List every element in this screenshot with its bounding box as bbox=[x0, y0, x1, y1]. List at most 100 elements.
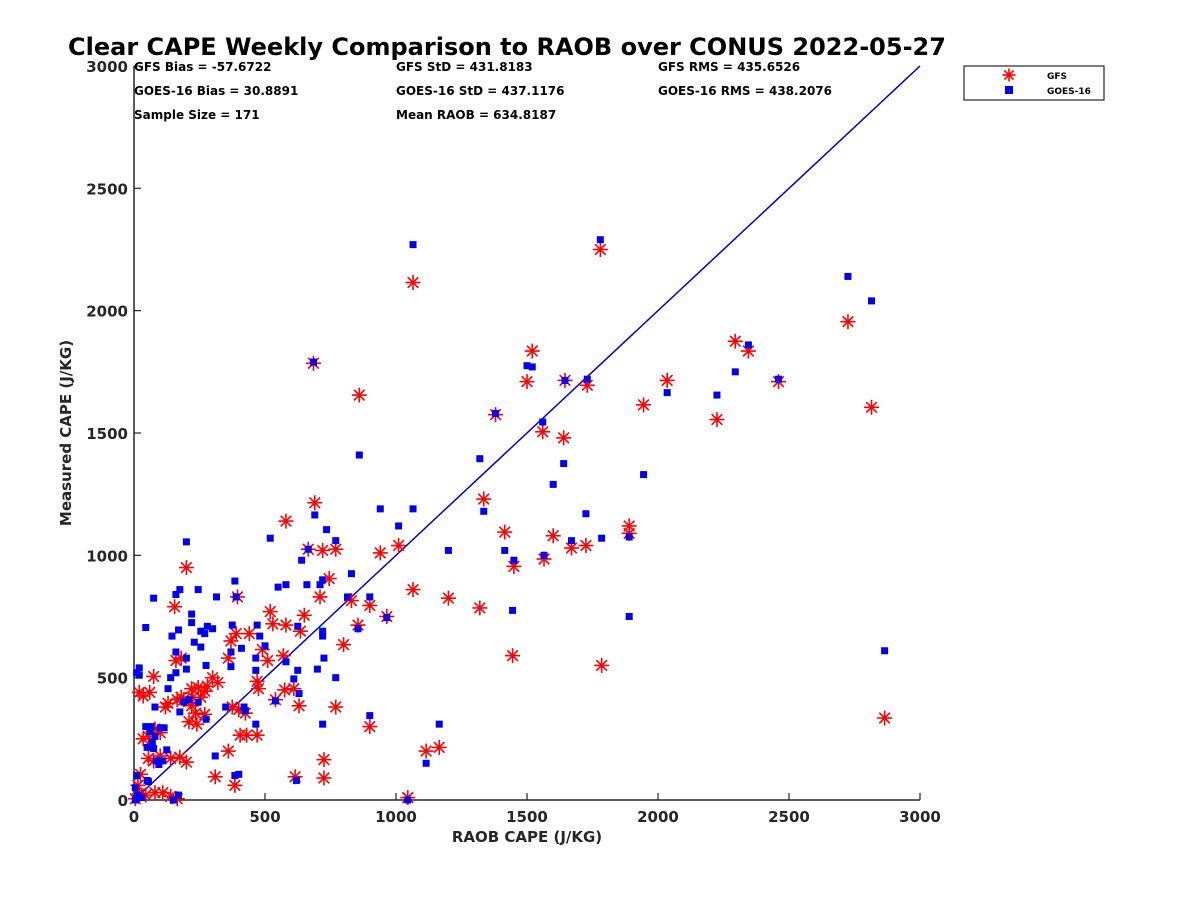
stat-gfs-rms: GFS RMS = 435.6526 bbox=[658, 60, 800, 74]
gfs-point bbox=[291, 698, 307, 714]
goes-point bbox=[190, 638, 198, 646]
goes-point bbox=[185, 696, 193, 704]
gfs-point bbox=[135, 731, 151, 747]
goes-point bbox=[625, 533, 633, 541]
y-tick-label: 0 bbox=[118, 792, 128, 810]
goes-point bbox=[253, 621, 261, 629]
goes-point bbox=[180, 698, 188, 706]
gfs-point bbox=[727, 333, 743, 349]
goes-point bbox=[156, 724, 164, 732]
goes-point bbox=[320, 654, 328, 662]
goes-point bbox=[539, 418, 547, 426]
stat-mean-raob: Mean RAOB = 634.8187 bbox=[396, 108, 556, 122]
statistics-block: GFS Bias = -57.6722 GFS StD = 431.8183 G… bbox=[134, 60, 832, 122]
goes-point bbox=[175, 791, 183, 799]
goes-point bbox=[354, 625, 362, 633]
goes-point bbox=[237, 644, 245, 652]
goes-point bbox=[202, 661, 210, 669]
goes-point bbox=[480, 507, 488, 515]
gfs-point bbox=[220, 743, 236, 759]
goes-point bbox=[295, 690, 303, 698]
goes-point bbox=[202, 715, 210, 723]
gfs-point bbox=[312, 589, 328, 605]
goes-point bbox=[549, 480, 557, 488]
goes-point bbox=[201, 630, 209, 638]
goes-point bbox=[319, 632, 327, 640]
goes-point bbox=[316, 581, 324, 589]
gfs-point bbox=[405, 582, 421, 598]
goes-point bbox=[294, 622, 302, 630]
plot-area bbox=[133, 65, 921, 801]
goes-point bbox=[176, 708, 184, 716]
x-tick-label: 2000 bbox=[637, 808, 679, 826]
gfs-point bbox=[189, 716, 205, 732]
y-tick-label: 1000 bbox=[86, 547, 128, 565]
gfs-point bbox=[391, 538, 407, 554]
gfs-point bbox=[178, 560, 194, 576]
goes-point bbox=[540, 551, 548, 559]
legend-gfs-label: GFS bbox=[1047, 72, 1067, 82]
goes-point bbox=[163, 746, 171, 754]
gfs-point bbox=[864, 399, 880, 415]
goes-point bbox=[366, 593, 374, 601]
gfs-point bbox=[440, 590, 456, 606]
goes-point bbox=[151, 703, 159, 711]
gfs-point bbox=[278, 513, 294, 529]
gfs-point bbox=[519, 374, 535, 390]
legend-box bbox=[963, 65, 1105, 101]
stat-goes-rms: GOES-16 RMS = 438.2076 bbox=[658, 84, 832, 98]
gfs-point bbox=[207, 769, 223, 785]
gfs-point bbox=[740, 343, 756, 359]
legend-gfs-marker bbox=[1002, 68, 1016, 82]
goes-point bbox=[148, 739, 156, 747]
goes-point bbox=[172, 648, 180, 656]
goes-point bbox=[227, 648, 235, 656]
goes-point bbox=[560, 460, 568, 468]
goes-point bbox=[366, 712, 374, 720]
goes-point bbox=[228, 621, 236, 629]
gfs-point bbox=[535, 424, 551, 440]
goes-point bbox=[182, 538, 190, 546]
gfs-point bbox=[877, 710, 893, 726]
goes-point bbox=[172, 669, 180, 677]
y-axis-label: Measured CAPE (J/KG) bbox=[57, 340, 75, 526]
goes-point bbox=[252, 666, 260, 674]
gfs-point bbox=[709, 412, 725, 428]
y-tick-label: 1500 bbox=[86, 425, 128, 443]
goes-point bbox=[731, 368, 739, 376]
goes-point bbox=[344, 593, 352, 601]
gfs-point bbox=[227, 777, 243, 793]
goes-point bbox=[182, 665, 190, 673]
goes-point bbox=[231, 577, 239, 585]
goes-point bbox=[319, 627, 327, 635]
goes-point bbox=[404, 796, 412, 804]
gfs-point bbox=[536, 551, 552, 567]
legend: GFS GOES-16 bbox=[963, 65, 1105, 101]
goes-point bbox=[881, 647, 889, 655]
goes-point bbox=[271, 697, 279, 705]
goes-point bbox=[182, 654, 190, 662]
goes-point bbox=[640, 471, 648, 479]
gfs-point bbox=[265, 616, 281, 632]
goes-point bbox=[159, 757, 167, 765]
goes-point bbox=[323, 526, 331, 534]
gfs-point bbox=[418, 743, 434, 759]
gfs-point bbox=[315, 542, 331, 558]
gfs-point bbox=[405, 275, 421, 291]
gfs-point bbox=[167, 599, 183, 615]
goes-point bbox=[290, 675, 298, 683]
goes-point bbox=[167, 674, 175, 682]
axis-ticks: 0 500 1000 1500 2000 2500 3000 0 500 1000 1500 2000… bbox=[86, 58, 941, 826]
gfs-point bbox=[210, 675, 226, 691]
goes-point bbox=[596, 236, 604, 244]
goes-point bbox=[775, 375, 783, 383]
gfs-point bbox=[316, 770, 332, 786]
stat-sample-size: Sample Size = 171 bbox=[134, 108, 260, 122]
gfs-point bbox=[431, 739, 447, 755]
goes-point bbox=[168, 632, 176, 640]
goes-point bbox=[176, 586, 184, 594]
goes-point bbox=[133, 772, 141, 780]
goes-point bbox=[561, 376, 569, 384]
gfs-point bbox=[223, 633, 239, 649]
goes-point bbox=[347, 570, 355, 578]
